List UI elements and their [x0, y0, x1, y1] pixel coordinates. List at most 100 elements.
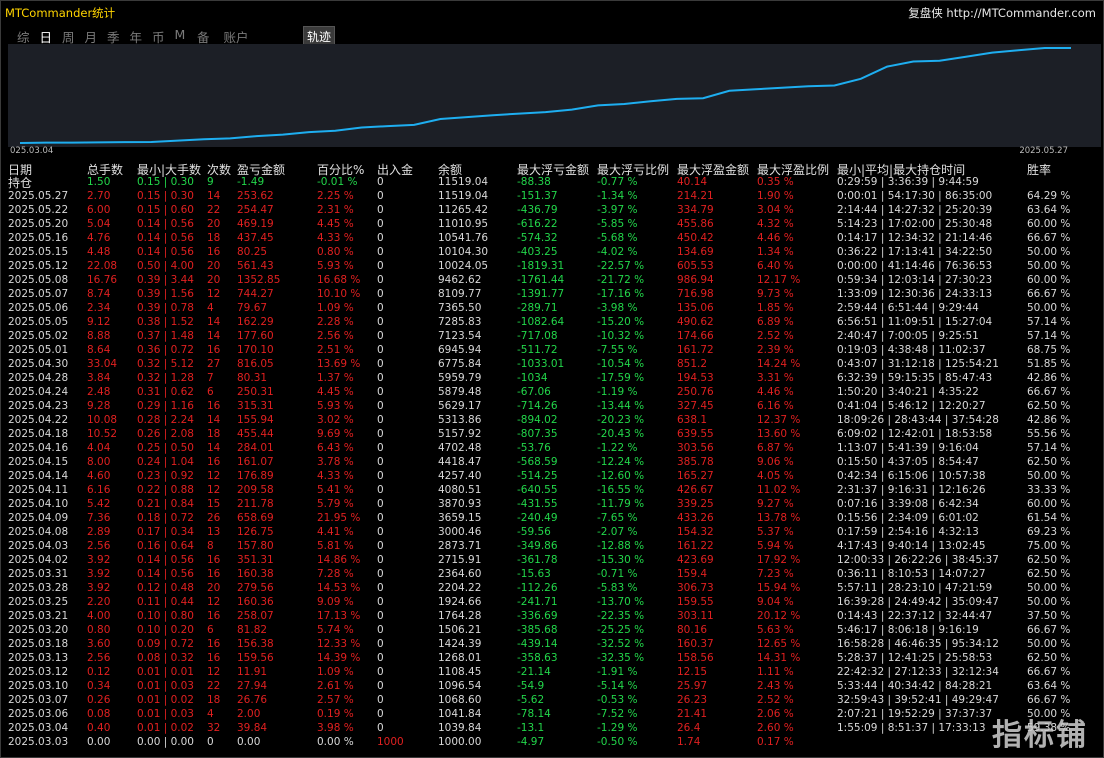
table-row[interactable]: 2025.04.28 3.84 0.32 | 1.28 7 80.31 1.37 % 0 59…: [0, 371, 1100, 385]
header-hold[interactable]: 最小|平均|最大持仓时间: [837, 163, 966, 177]
cell-date: 2025.05.12: [8, 260, 69, 272]
cell-mfep: 14.24 %: [757, 358, 801, 370]
table-row[interactable]: 2025.04.16 4.04 0.25 | 0.50 14 284.01 6.43 % 0…: [0, 441, 1100, 455]
chart-start-date: 025.03.04: [10, 146, 54, 156]
cell-mfep: 5.63 %: [757, 624, 794, 636]
cell-win: 59.38 %: [1027, 722, 1071, 734]
table-row[interactable]: 2025.03.31 3.92 0.14 | 0.56 16 160.38 7.28 % 0…: [0, 567, 1100, 581]
tab-2[interactable]: 周: [62, 30, 75, 45]
cell-mdd: -1761.44: [517, 274, 565, 286]
table-row[interactable]: 2025.04.30 33.04 0.32 | 5.12 27 816.05 13.69 …: [0, 357, 1100, 371]
tab-8[interactable]: 备: [197, 30, 210, 45]
cell-minmax: 0.29 | 1.16: [137, 400, 194, 412]
tab-7[interactable]: M: [174, 27, 186, 42]
cell-flow: 1000: [377, 736, 404, 748]
header-mdd[interactable]: 最大浮亏金额: [517, 163, 590, 177]
table-row[interactable]: 2025.04.18 10.52 0.26 | 2.08 18 455.44 9.69 %…: [0, 427, 1100, 441]
cell-mfe: 40.14: [677, 176, 708, 188]
table-row[interactable]: 2025.04.11 6.16 0.22 | 0.88 12 209.58 5.41 % 0…: [0, 483, 1100, 497]
header-mfep[interactable]: 最大浮盈比例: [757, 163, 830, 177]
table-row[interactable]: 2025.05.27 2.70 0.15 | 0.30 14 253.62 2.25 % 0…: [0, 189, 1100, 203]
header-mfe[interactable]: 最大浮盈金额: [677, 163, 750, 177]
cell-mfep: 2.39 %: [757, 344, 794, 356]
cell-win: 60.00 %: [1027, 498, 1071, 510]
header-count[interactable]: 次数: [207, 163, 232, 177]
cell-total: 0.12: [87, 666, 111, 678]
tab-4[interactable]: 季: [107, 30, 120, 45]
table-row[interactable]: 2025.04.22 10.08 0.28 | 2.24 14 155.94 3.02 %…: [0, 413, 1100, 427]
table-row[interactable]: 2025.03.12 0.12 0.01 | 0.01 12 11.91 1.09 % 0 1…: [0, 665, 1100, 679]
cell-date: 2025.04.24: [8, 386, 69, 398]
table-row[interactable]: 2025.03.13 2.56 0.08 | 0.32 16 159.56 14.39 %…: [0, 651, 1100, 665]
header-flow[interactable]: 出入金: [377, 163, 414, 177]
holding-row[interactable]: 1.50 0.15 | 0.30 9 -1.49 -0.01 % 0 11519.04 -88…: [0, 175, 1100, 189]
tab-9[interactable]: 账户: [223, 30, 249, 45]
table-row[interactable]: 2025.03.18 3.60 0.09 | 0.72 16 156.38 12.33 %…: [0, 637, 1100, 651]
table-row[interactable]: 2025.04.24 2.48 0.31 | 0.62 6 250.31 4.45 % 0 5…: [0, 385, 1100, 399]
track-button[interactable]: 轨迹: [303, 26, 336, 47]
cell-mfep: 9.06 %: [757, 456, 794, 468]
cell-mdd: -1033.01: [517, 358, 565, 370]
brand-link[interactable]: 复盘侠 http://MTCommander.com: [908, 6, 1096, 20]
cell-mfep: 5.94 %: [757, 540, 794, 552]
table-row[interactable]: 2025.04.02 3.92 0.14 | 0.56 16 351.31 14.86 %…: [0, 553, 1100, 567]
cell-pnl: -1.49: [237, 176, 265, 188]
cell-win: 62.50 %: [1027, 554, 1071, 566]
header-minmax[interactable]: 最小|大手数: [137, 163, 202, 177]
cell-pnl: 157.80: [237, 540, 274, 552]
table-row[interactable]: 2025.05.06 2.34 0.39 | 0.78 4 79.67 1.09 % 0 73…: [0, 301, 1100, 315]
table-row[interactable]: 2025.03.10 0.34 0.01 | 0.03 22 27.94 2.61 % 0 1…: [0, 679, 1100, 693]
table-row[interactable]: 2025.05.12 22.08 0.50 | 4.00 20 561.43 5.93 %…: [0, 259, 1100, 273]
tab-3[interactable]: 月: [84, 30, 98, 45]
cell-count: 9: [207, 176, 214, 188]
table-row[interactable]: 2025.04.03 2.56 0.16 | 0.64 8 157.80 5.81 % 0 2…: [0, 539, 1100, 553]
table-row[interactable]: 2025.03.06 0.08 0.01 | 0.03 4 2.00 0.19 % 0 104…: [0, 707, 1100, 721]
table-row[interactable]: 2025.05.20 5.04 0.14 | 0.56 20 469.19 4.45 % 0…: [0, 217, 1100, 231]
cell-mfep: 5.37 %: [757, 526, 794, 538]
table-row[interactable]: 2025.05.02 8.88 0.37 | 1.48 14 177.60 2.56 % 0…: [0, 329, 1100, 343]
cell-minmax: 0.28 | 2.24: [137, 414, 194, 426]
table-row[interactable]: 2025.04.15 8.00 0.24 | 1.04 16 161.07 3.78 % 0…: [0, 455, 1100, 469]
table-row[interactable]: 2025.03.28 3.92 0.12 | 0.48 20 279.56 14.53 %…: [0, 581, 1100, 595]
tab-5[interactable]: 年: [129, 30, 143, 45]
table-row[interactable]: 2025.03.04 0.40 0.01 | 0.02 32 39.84 3.98 % 0 1…: [0, 721, 1100, 735]
cell-total: 2.20: [87, 596, 111, 608]
cell-pct: 5.93 %: [317, 260, 354, 272]
header-total[interactable]: 总手数: [87, 163, 124, 177]
table-row[interactable]: 2025.05.01 8.64 0.36 | 0.72 16 170.10 2.51 % 0…: [0, 343, 1100, 357]
table-row[interactable]: 2025.05.16 4.76 0.14 | 0.56 18 437.45 4.33 % 0…: [0, 231, 1100, 245]
cell-mfep: 12.37 %: [757, 414, 801, 426]
table-row[interactable]: 2025.04.10 5.42 0.21 | 0.84 15 211.78 5.79 % 0…: [0, 497, 1100, 511]
table-row[interactable]: 2025.03.20 0.80 0.10 | 0.20 6 81.82 5.74 % 0 15…: [0, 623, 1100, 637]
header-date[interactable]: 日期: [8, 163, 33, 177]
table-row[interactable]: 2025.05.07 8.74 0.39 | 1.56 12 744.27 10.10 %…: [0, 287, 1100, 301]
cell-mdd: -151.37: [517, 190, 558, 202]
header-win[interactable]: 胜率: [1027, 163, 1052, 177]
cell-mdd: -88.38: [517, 176, 551, 188]
cell-mdd: -361.78: [517, 554, 558, 566]
table-row[interactable]: 2025.03.03 0.00 0.00 | 0.00 0 0.00 0.00 % 1000…: [0, 735, 1100, 749]
table-row[interactable]: 2025.04.09 7.36 0.18 | 0.72 26 658.69 21.95 %…: [0, 511, 1100, 525]
table-row[interactable]: 2025.04.23 9.28 0.29 | 1.16 16 315.31 5.93 % 0…: [0, 399, 1100, 413]
tab-0[interactable]: 综: [17, 30, 30, 45]
table-row[interactable]: 2025.04.08 2.89 0.17 | 0.34 13 126.75 4.41 % 0…: [0, 525, 1100, 539]
table-row[interactable]: 2025.03.07 0.26 0.01 | 0.02 18 26.76 2.57 % 0 1…: [0, 693, 1100, 707]
table-row[interactable]: 2025.04.14 4.60 0.23 | 0.92 12 176.89 4.33 % 0…: [0, 469, 1100, 483]
cell-hold: 2:14:44 | 14:27:32 | 25:20:39: [837, 204, 993, 216]
table-row[interactable]: 2025.03.21 4.00 0.10 | 0.80 16 258.07 17.13 %…: [0, 609, 1100, 623]
cell-hold: 1:50:20 | 3:40:21 | 4:35:22: [837, 386, 979, 398]
header-pnl[interactable]: 盈亏金额: [237, 163, 286, 177]
cell-minmax: 0.25 | 0.50: [137, 442, 194, 454]
header-mddp[interactable]: 最大浮亏比例: [597, 163, 670, 177]
tab-1[interactable]: 日: [39, 30, 53, 45]
header-pct[interactable]: 百分比%: [317, 163, 365, 177]
cell-win: 66.67 %: [1027, 288, 1071, 300]
header-balance[interactable]: 余额: [438, 163, 463, 177]
table-row[interactable]: 2025.05.15 4.48 0.14 | 0.56 16 80.25 0.80 % 0 1…: [0, 245, 1100, 259]
tab-6[interactable]: 币: [152, 30, 165, 45]
cell-flow: 0: [377, 218, 384, 230]
table-row[interactable]: 2025.05.05 9.12 0.38 | 1.52 14 162.29 2.28 % 0…: [0, 315, 1100, 329]
table-row[interactable]: 2025.05.22 6.00 0.15 | 0.60 22 254.47 2.31 % 0…: [0, 203, 1100, 217]
table-row[interactable]: 2025.03.25 2.20 0.11 | 0.44 12 160.36 9.09 % 0…: [0, 595, 1100, 609]
table-row[interactable]: 2025.05.08 16.76 0.39 | 3.44 20 1352.85 16.68…: [0, 273, 1100, 287]
